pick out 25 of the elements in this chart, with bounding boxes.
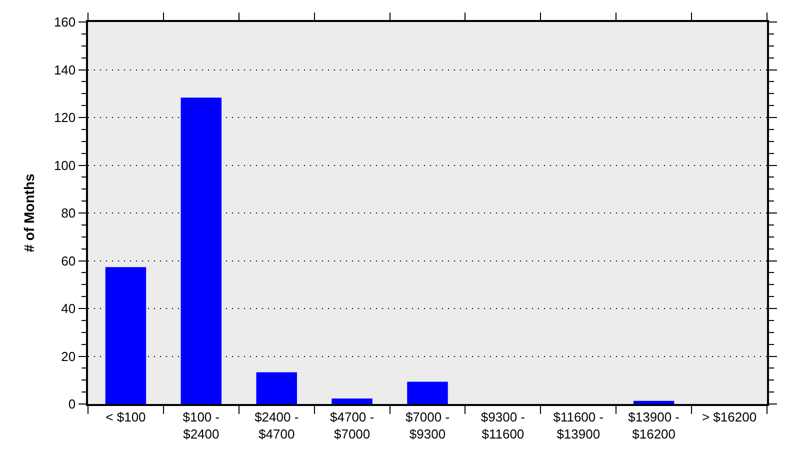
x-tick-label: $4700 - $7000 bbox=[330, 409, 374, 442]
bar bbox=[180, 98, 222, 404]
y-tick-label: 0 bbox=[68, 396, 76, 412]
x-tick-label: $7000 - $9300 bbox=[405, 409, 450, 442]
y-tick-label: 140 bbox=[54, 62, 76, 78]
bar bbox=[256, 372, 297, 404]
x-tick-label: $2400 - $4700 bbox=[254, 409, 299, 442]
x-tick-label: $9300 - $11600 bbox=[480, 409, 525, 442]
x-tick-label: < $100 bbox=[106, 409, 146, 424]
bar bbox=[633, 400, 674, 404]
y-tick-label: 160 bbox=[54, 14, 76, 30]
x-tick-label: $11600 - $13900 bbox=[553, 409, 604, 442]
x-tick-label: $100 - $2400 bbox=[182, 409, 220, 442]
x-tick-label: > $16200 bbox=[702, 409, 757, 424]
bar bbox=[332, 398, 372, 404]
y-tick-label: 80 bbox=[61, 206, 76, 221]
y-tick-label: 60 bbox=[61, 253, 76, 268]
y-tick-label: 20 bbox=[61, 348, 76, 364]
x-tick-label: $13900 - $16200 bbox=[628, 409, 680, 442]
y-tick-label: 40 bbox=[61, 301, 76, 316]
y-tick-label: 120 bbox=[54, 110, 76, 126]
bar bbox=[407, 382, 448, 404]
y-axis-title: # of Months bbox=[21, 174, 38, 252]
bar bbox=[105, 267, 146, 404]
y-tick-label: 100 bbox=[54, 158, 76, 173]
